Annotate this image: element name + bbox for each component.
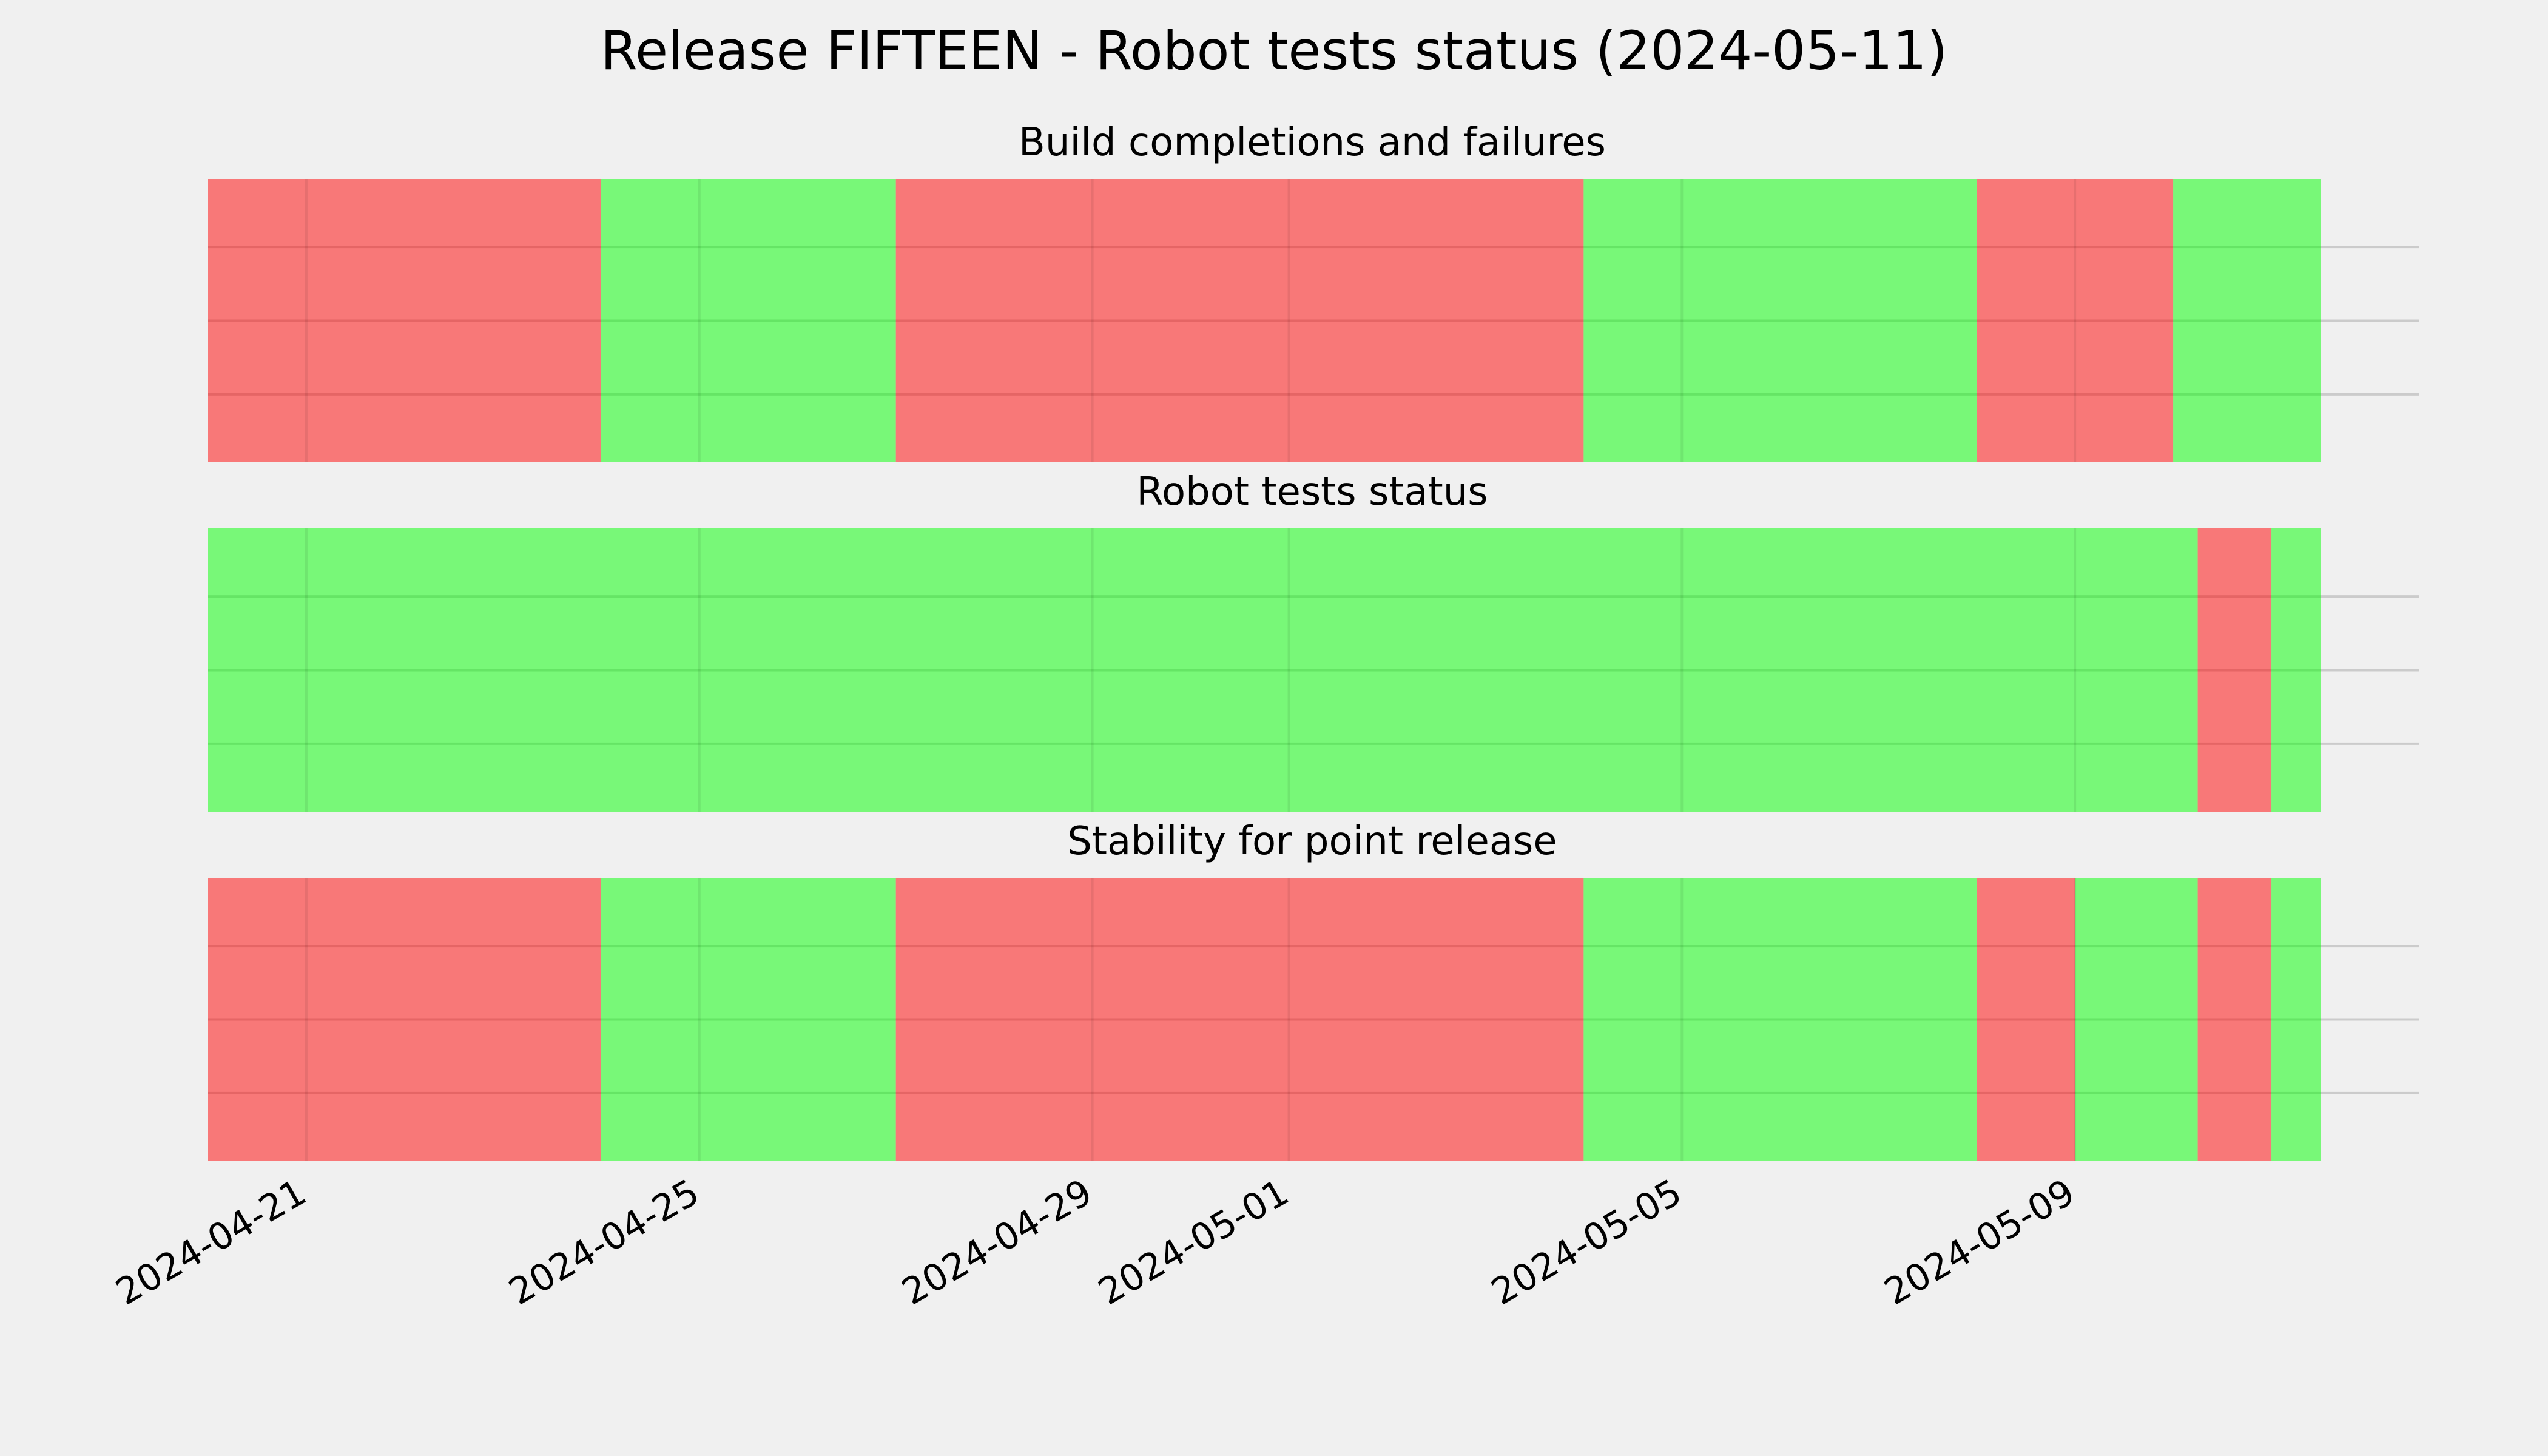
- status-segment-passed: [601, 179, 896, 462]
- x-tick-label: 2024-04-29: [895, 1171, 1099, 1313]
- status-segment-passed: [601, 878, 896, 1161]
- status-segment-failed: [2197, 878, 2272, 1161]
- status-segment-failed: [895, 179, 1584, 462]
- status-segment-passed: [208, 528, 2198, 812]
- x-tick-label: 2024-05-05: [1485, 1171, 1689, 1313]
- x-tick-label: 2024-05-09: [1878, 1171, 2082, 1313]
- status-segment-passed: [2173, 179, 2321, 462]
- status-segment-passed: [2075, 878, 2198, 1161]
- status-segment-passed: [2271, 878, 2321, 1161]
- status-segment-passed: [1583, 179, 1977, 462]
- status-segment-failed: [1977, 179, 2174, 462]
- x-tick-label: 2024-04-21: [109, 1171, 313, 1313]
- timeline-panel: Build completions and failures: [208, 120, 2419, 462]
- status-segment-failed: [1977, 878, 2075, 1161]
- panel-title: Build completions and failures: [1019, 120, 1606, 165]
- status-segment-failed: [895, 878, 1584, 1161]
- status-segment-failed: [2197, 528, 2272, 812]
- status-segment-failed: [208, 179, 601, 462]
- chart-title: Release FIFTEEN - Robot tests status (20…: [601, 19, 1947, 82]
- panels: Build completions and failures Robot test…: [208, 120, 2419, 1161]
- status-segment-failed: [208, 878, 601, 1161]
- status-segment-passed: [2271, 528, 2321, 812]
- timeline-panel: Stability for point release: [208, 819, 2419, 1161]
- panel-title: Robot tests status: [1136, 470, 1488, 514]
- x-axis-ticks: 2024-04-21 2024-04-25 2024-04-292024-05-01…: [109, 1171, 2081, 1313]
- x-tick-label: 2024-05-01: [1091, 1171, 1296, 1313]
- status-segment-passed: [1583, 878, 1977, 1161]
- x-tick-label: 2024-04-25: [502, 1171, 706, 1313]
- timeline-panel: Robot tests status: [208, 470, 2419, 812]
- panel-title: Stability for point release: [1067, 819, 1557, 864]
